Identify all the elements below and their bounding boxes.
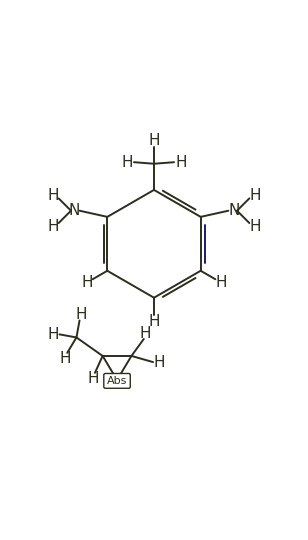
Text: H: H [153, 355, 165, 369]
Text: N: N [228, 203, 240, 218]
Text: H: H [249, 188, 261, 203]
Text: H: H [47, 188, 59, 203]
Text: H: H [75, 307, 87, 322]
Text: Abs: Abs [107, 376, 127, 386]
Text: H: H [148, 133, 160, 148]
Text: H: H [175, 154, 187, 170]
Text: H: H [216, 275, 227, 290]
Text: H: H [148, 314, 160, 329]
Text: H: H [81, 275, 92, 290]
Text: H: H [249, 219, 261, 234]
Text: H: H [140, 326, 151, 341]
Text: H: H [88, 371, 99, 386]
FancyBboxPatch shape [104, 374, 130, 388]
Text: N: N [68, 203, 80, 218]
Text: H: H [48, 327, 59, 342]
Text: H: H [47, 219, 59, 234]
Text: H: H [60, 351, 71, 366]
Text: H: H [121, 154, 133, 170]
